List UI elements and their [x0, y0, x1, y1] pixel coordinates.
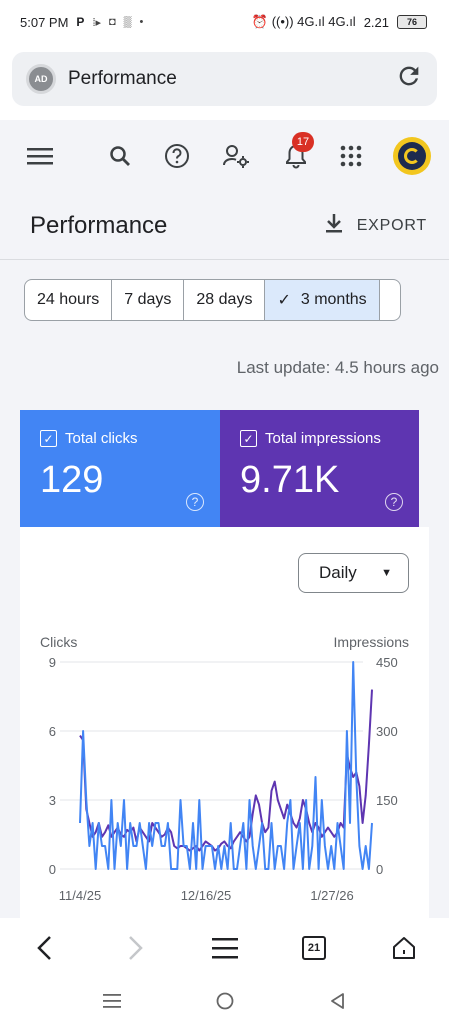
- tabs-button[interactable]: 21: [292, 926, 336, 970]
- browser-url-area: AD Performance: [0, 44, 449, 120]
- recents-icon[interactable]: [97, 986, 127, 1016]
- total-clicks-label: Total clicks: [65, 430, 138, 447]
- total-impressions-value: 9.71K: [240, 459, 340, 501]
- left-axis-title: Clicks: [40, 634, 77, 650]
- help-icon[interactable]: ?: [186, 493, 204, 511]
- menu-icon[interactable]: [20, 136, 60, 176]
- url-bar[interactable]: AD Performance: [12, 52, 437, 106]
- right-tick-label: 0: [376, 862, 383, 877]
- status-time: 5:07 PM: [20, 14, 69, 30]
- help-icon[interactable]: [157, 136, 197, 176]
- range-chip-more[interactable]: [380, 280, 400, 320]
- checkbox-checked-icon[interactable]: ✓: [240, 430, 257, 447]
- check-icon: ✓: [277, 292, 291, 309]
- manage-users-icon[interactable]: [216, 136, 256, 176]
- page-header: Performance EXPORT: [0, 192, 449, 260]
- total-impressions-tile[interactable]: ✓ Total impressions 9.71K ?: [220, 410, 419, 527]
- forward-icon[interactable]: [113, 926, 157, 970]
- browser-menu-icon[interactable]: [203, 926, 247, 970]
- series-line-impressions: [79, 689, 373, 852]
- total-impressions-label: Total impressions: [265, 430, 381, 447]
- left-tick-label: 6: [49, 724, 56, 739]
- granularity-dropdown[interactable]: Daily ▼: [298, 553, 409, 593]
- status-bar: 5:07 PM P ⁞▸ ◘ ▒ • ⏰ ((•)) 4G.ıl 4G.ıl 2…: [0, 0, 449, 44]
- x-tick-label: 12/16/25: [181, 888, 232, 903]
- date-range-selector: 24 hours 7 days 28 days ✓ 3 months: [24, 279, 401, 321]
- apps-grid-icon[interactable]: [331, 136, 371, 176]
- right-axis-title: Impressions: [334, 634, 409, 650]
- system-nav-bar: [0, 976, 449, 1024]
- notification-p-icon: P: [76, 15, 85, 29]
- account-avatar[interactable]: [392, 136, 432, 176]
- range-chip-24-hours[interactable]: 24 hours: [25, 280, 113, 320]
- left-tick-label: 3: [49, 793, 56, 808]
- range-chip-28-days[interactable]: 28 days: [184, 280, 266, 320]
- back-icon[interactable]: [23, 926, 67, 970]
- tile-gap: [419, 410, 429, 527]
- download-icon: [325, 212, 343, 239]
- app-toolbar: 17: [0, 120, 449, 192]
- reload-icon[interactable]: [395, 62, 423, 97]
- left-tick-label: 9: [49, 655, 56, 670]
- tab-count: 21: [302, 936, 326, 960]
- notification-count-badge: 17: [292, 132, 314, 152]
- left-tick-label: 0: [49, 862, 56, 877]
- range-chip-3-months[interactable]: ✓ 3 months: [265, 280, 380, 320]
- app-icon: ◘: [109, 16, 116, 28]
- checkbox-checked-icon[interactable]: ✓: [40, 430, 57, 447]
- home-icon[interactable]: [382, 926, 426, 970]
- export-label: EXPORT: [356, 216, 427, 234]
- range-chip-label: 3 months: [300, 291, 367, 308]
- total-clicks-value: 129: [40, 459, 104, 501]
- browser-bottom-bar: 21: [0, 918, 449, 976]
- back-triangle-icon[interactable]: [322, 986, 352, 1016]
- dot-icon: •: [139, 16, 144, 28]
- right-tick-label: 450: [376, 655, 398, 670]
- x-tick-label: 11/4/25: [59, 888, 101, 903]
- signal-icons: ⏰ ((•)) 4G.ıl 4G.ıl: [251, 14, 356, 29]
- date-range-scroller: 24 hours 7 days 28 days ✓ 3 months: [0, 270, 449, 330]
- performance-card: ✓ Total clicks 129 ? ✓ Total impressions…: [20, 410, 429, 930]
- granularity-value: Daily: [319, 563, 357, 582]
- help-icon[interactable]: ?: [385, 493, 403, 511]
- notifications-icon[interactable]: 17: [276, 132, 316, 176]
- right-tick-label: 150: [376, 793, 398, 808]
- network-speed: 2.21: [363, 14, 389, 30]
- dropdown-arrow-icon: ▼: [381, 567, 392, 579]
- search-icon[interactable]: [100, 136, 140, 176]
- media-icon: ⁞▸: [92, 16, 102, 29]
- right-tick-label: 300: [376, 724, 398, 739]
- x-tick-label: 1/27/26: [310, 888, 353, 903]
- battery-icon: 76: [397, 15, 427, 29]
- site-icon: AD: [26, 64, 56, 94]
- range-chip-7-days[interactable]: 7 days: [112, 280, 185, 320]
- export-button[interactable]: EXPORT: [325, 212, 427, 239]
- total-clicks-tile[interactable]: ✓ Total clicks 129 ?: [20, 410, 220, 527]
- news-icon: ▒: [123, 16, 132, 28]
- home-circle-icon[interactable]: [210, 986, 240, 1016]
- series-line-clicks: [79, 661, 373, 870]
- last-update-text: Last update: 4.5 hours ago: [236, 358, 439, 377]
- page-title: Performance: [30, 211, 168, 239]
- url-page-title[interactable]: Performance: [68, 68, 177, 89]
